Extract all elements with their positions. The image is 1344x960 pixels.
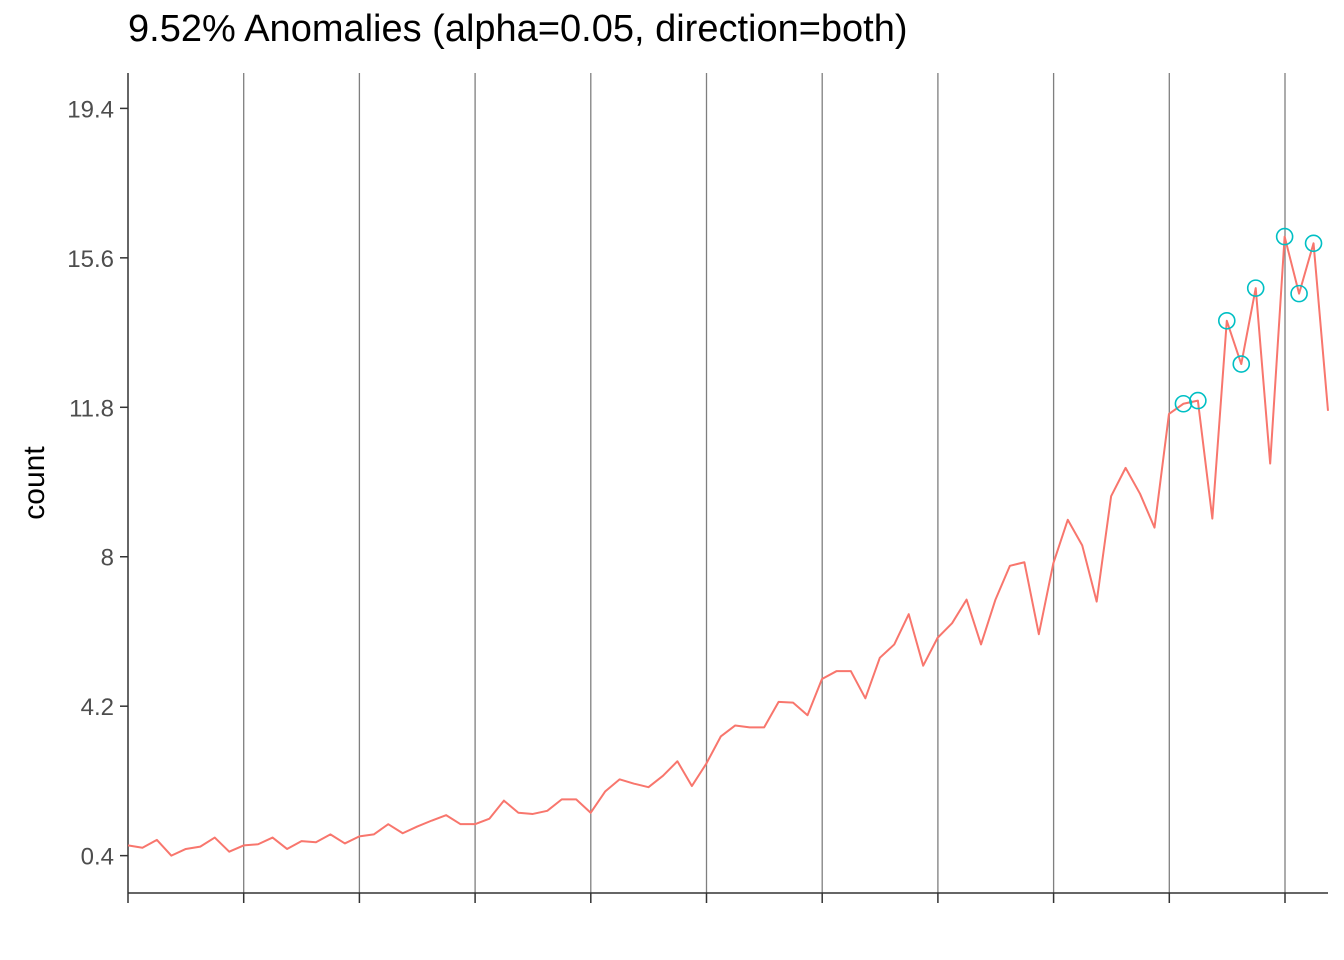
x-axis-ticks	[127, 893, 1286, 903]
y-tick-label: 8	[101, 545, 114, 572]
y-axis-ticks: 0.4 4.2 8 11.8 15.6 19.4	[67, 96, 128, 871]
y-tick-label: 15.6	[67, 246, 114, 273]
series-lines	[127, 235, 1329, 857]
anomaly-point	[1246, 279, 1265, 297]
axes	[127, 73, 1328, 894]
y-tick-label: 4.2	[81, 694, 114, 721]
y-axis-label: count	[18, 446, 51, 520]
anomaly-point	[1304, 234, 1323, 253]
anomaly-point	[1232, 355, 1251, 373]
chart-title: 9.52% Anomalies (alpha=0.05, direction=b…	[128, 8, 908, 50]
anomaly-point	[1174, 394, 1193, 413]
y-tick-label: 0.4	[81, 844, 114, 871]
anomaly-point	[1189, 391, 1207, 410]
vertical-gridlines	[243, 73, 1286, 893]
y-tick-label: 19.4	[67, 96, 114, 123]
anomaly-point	[1217, 311, 1236, 330]
anomaly-point	[1275, 227, 1294, 246]
y-tick-label: 11.8	[69, 395, 114, 422]
series-line	[127, 235, 1329, 857]
anomaly-markers	[1174, 227, 1323, 413]
anomaly-point	[1290, 284, 1308, 303]
